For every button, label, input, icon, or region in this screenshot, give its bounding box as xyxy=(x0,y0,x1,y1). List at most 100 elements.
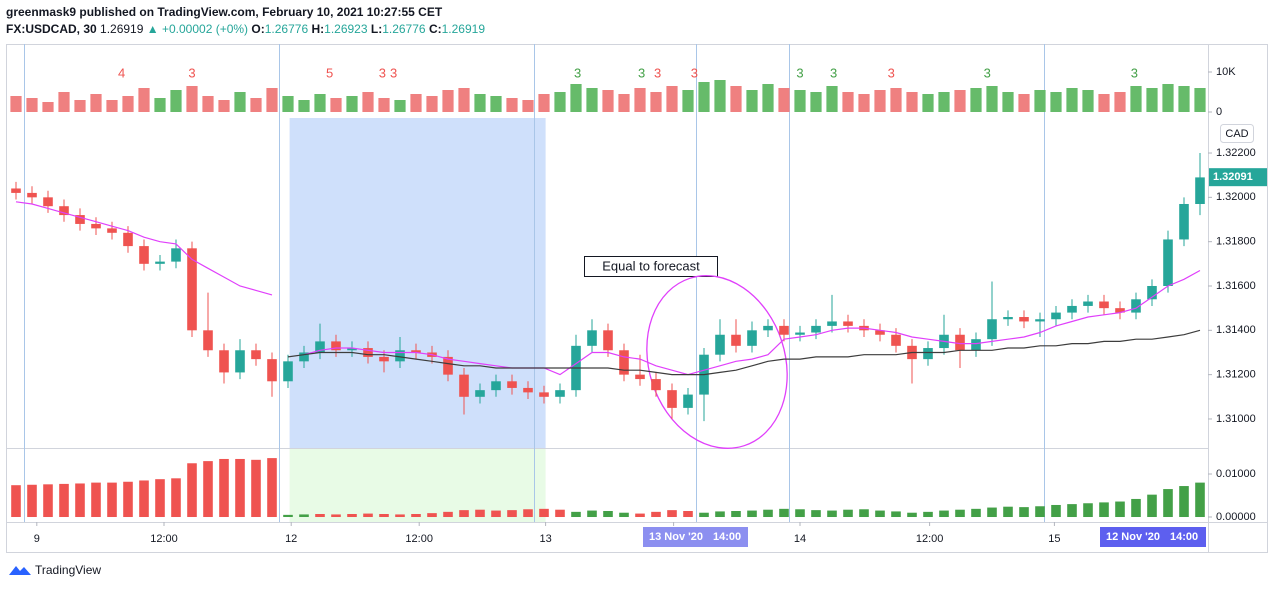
x-tick-label: 9 xyxy=(34,533,40,545)
o-label: O: xyxy=(251,22,265,36)
volume-marker: 5 xyxy=(326,65,333,80)
crosshair-date: 13 Nov '20 xyxy=(649,531,703,543)
volume-marker: 3 xyxy=(574,65,581,80)
histogram-bar xyxy=(491,510,501,518)
histogram-bar xyxy=(43,484,53,518)
highlight-ellipse xyxy=(646,275,788,449)
volume-bar xyxy=(490,96,502,112)
volume-bar xyxy=(634,88,646,112)
candle-body xyxy=(235,350,245,373)
volume-bar xyxy=(842,92,854,112)
candle-body xyxy=(891,334,901,346)
crosshair-date: 12 Nov '20 xyxy=(1106,531,1160,543)
symbol-legend: FX:USDCAD, 30 1.26919 ▲ +0.00002 (+0%) O… xyxy=(6,22,485,36)
volume-bar xyxy=(810,92,822,112)
volume-bar xyxy=(458,88,470,112)
histogram-bar xyxy=(395,514,405,518)
volume-bar xyxy=(682,90,694,112)
crosshair-time-label: 12 Nov '20 14:00 xyxy=(1100,527,1206,547)
histogram-bar xyxy=(795,509,805,518)
candle-body xyxy=(267,359,277,382)
histogram-bar xyxy=(747,510,757,518)
candle-body xyxy=(1115,308,1125,313)
h-value: 1.26923 xyxy=(324,22,368,36)
volume-bar xyxy=(538,94,550,112)
volume-bar xyxy=(794,90,806,112)
histogram-bar xyxy=(571,511,581,518)
candle-body xyxy=(27,192,37,198)
price: 1.26919 xyxy=(100,22,144,36)
y-tick-label: 1.31400 xyxy=(1216,324,1256,336)
histogram-bar xyxy=(299,514,309,518)
candle-body xyxy=(315,341,325,353)
volume-bar xyxy=(922,94,934,112)
histogram-bar xyxy=(219,458,229,518)
volume-bar xyxy=(1082,90,1094,112)
candle-body xyxy=(251,350,261,360)
crosshair-time-label: 13 Nov '20 14:00 xyxy=(643,527,748,547)
candle-body xyxy=(715,334,725,355)
background-layer xyxy=(289,118,546,522)
candle-body xyxy=(1067,305,1077,313)
candle-body xyxy=(123,232,133,247)
volume-bar xyxy=(522,100,534,112)
candle-body xyxy=(91,223,101,229)
histogram-bar xyxy=(779,508,789,518)
candle-body xyxy=(411,350,421,353)
histogram-bar xyxy=(1051,504,1061,518)
histogram-bar xyxy=(411,514,421,518)
histogram-bar xyxy=(1019,507,1029,518)
candle-body xyxy=(587,330,597,346)
candle-body xyxy=(443,356,453,375)
histogram-bar xyxy=(939,510,949,518)
volume-bar xyxy=(90,94,102,112)
volume-marker: 3 xyxy=(691,65,698,80)
c-label: C: xyxy=(428,22,442,36)
candle-body xyxy=(1035,319,1045,322)
volume-bar xyxy=(714,80,726,112)
candle-body xyxy=(1003,317,1013,320)
volume-bar xyxy=(154,98,166,112)
shaded-range xyxy=(289,449,546,522)
volume-bar xyxy=(346,96,358,112)
crosshair-time: 14:00 xyxy=(712,531,742,543)
y-tick-label: 10K xyxy=(1216,66,1236,78)
candle-body xyxy=(299,352,309,362)
volume-marker: 4 xyxy=(118,65,125,80)
volume-bar xyxy=(698,82,710,112)
histogram-bar xyxy=(91,482,101,518)
c-value: 1.26919 xyxy=(441,22,485,36)
candle-body xyxy=(219,350,229,373)
logo xyxy=(9,566,31,575)
histogram-bar xyxy=(1083,503,1093,518)
candle-body xyxy=(875,330,885,335)
histogram-bar xyxy=(1147,494,1157,518)
candle-body xyxy=(1195,177,1205,204)
y-tick-label: 1.31600 xyxy=(1216,280,1256,292)
volume-marker: 3 xyxy=(188,65,195,80)
candle-body xyxy=(491,381,501,391)
candle-body xyxy=(283,361,293,382)
volume-bar xyxy=(218,100,230,112)
histogram-bar xyxy=(187,463,197,518)
histogram-bar xyxy=(171,478,181,518)
candle-body xyxy=(1163,239,1173,286)
volume-bar xyxy=(618,94,630,112)
currency: CAD xyxy=(1225,128,1248,140)
histogram-bar xyxy=(715,511,725,518)
histogram-bar xyxy=(267,458,277,518)
histogram-bar xyxy=(1099,502,1109,518)
volume-bar xyxy=(986,86,998,112)
volume-bar xyxy=(970,88,982,112)
histogram-bar xyxy=(923,511,933,518)
y-tick-label: 1.31200 xyxy=(1216,369,1256,381)
candle-body xyxy=(651,379,661,391)
histogram-bar xyxy=(827,510,837,518)
histogram-bar xyxy=(139,480,149,518)
histogram-bar xyxy=(123,481,133,518)
volume-bar xyxy=(890,88,902,112)
histogram-bar xyxy=(699,512,709,518)
currency-box xyxy=(1220,124,1254,143)
histogram-bar xyxy=(1067,504,1077,518)
histogram-bar xyxy=(1003,506,1013,518)
